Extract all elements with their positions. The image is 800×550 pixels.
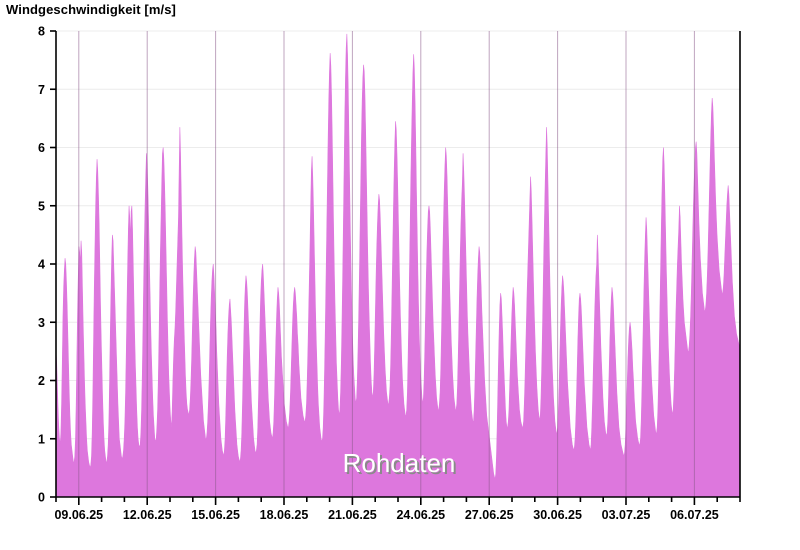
y-tick-label: 0: [38, 491, 45, 505]
x-tick-label: 09.06.25: [54, 508, 103, 522]
y-tick-label: 2: [38, 374, 45, 388]
x-tick-label: 03.07.25: [602, 508, 651, 522]
y-tick-label: 7: [38, 83, 45, 97]
x-tick-label: 06.07.25: [670, 508, 719, 522]
x-tick-label: 27.06.25: [465, 508, 514, 522]
x-axis-ticks: [55, 497, 741, 505]
y-axis-tick-labels: 0 1 2 3 4 5 6 7 8: [38, 25, 45, 505]
x-tick-label: 15.06.25: [191, 508, 240, 522]
wind-speed-area-series: [55, 33, 741, 498]
y-tick-label: 1: [38, 432, 45, 446]
x-tick-label: 21.06.25: [328, 508, 377, 522]
x-tick-label: 24.06.25: [396, 508, 445, 522]
page-title: Windgeschwindigkeit [m/s]: [6, 2, 176, 17]
x-tick-label: 12.06.25: [123, 508, 172, 522]
y-tick-label: 4: [38, 258, 45, 272]
watermark-shadow: Rohdaten: [345, 450, 458, 480]
y-axis-ticks: [50, 30, 56, 498]
y-tick-label: 3: [38, 316, 45, 330]
vertical-gridlines: [78, 31, 695, 497]
area-path: [55, 33, 741, 498]
x-tick-label: 30.06.25: [533, 508, 582, 522]
y-tick-label: 5: [38, 199, 45, 213]
y-tick-label: 8: [38, 25, 45, 39]
y-tick-label: 6: [38, 141, 45, 155]
x-axis-tick-labels: 09.06.25 12.06.25 15.06.25 18.06.25 21.06.25…: [54, 508, 718, 522]
x-tick-label: 18.06.25: [260, 508, 309, 522]
watermark-label: Rohdaten: [343, 448, 456, 478]
